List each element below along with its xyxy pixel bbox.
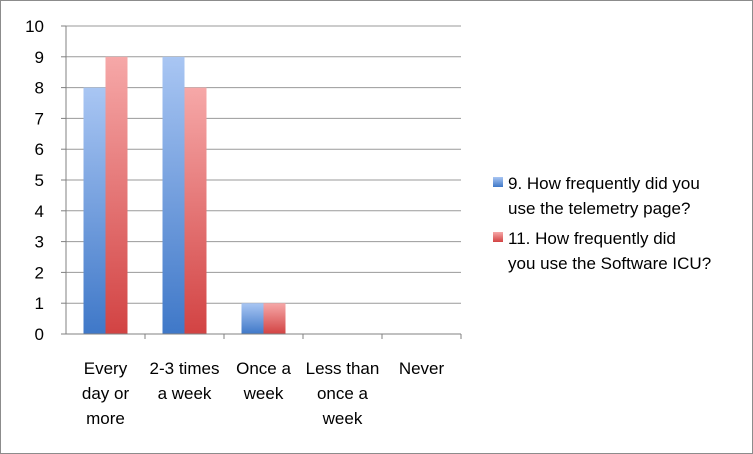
bar-series-2-cat-3 — [263, 303, 286, 334]
y-tick-label: 7 — [35, 109, 44, 128]
legend-swatch-2 — [493, 232, 503, 242]
y-tick-label: 4 — [35, 202, 44, 221]
bar-series-1-cat-1 — [83, 87, 106, 334]
y-axis-tick-labels: 0 1 2 3 4 5 6 7 8 9 10 — [25, 17, 44, 344]
x-category-label: Less than once a week — [306, 359, 380, 428]
bar-series-2-cat-2 — [184, 87, 207, 334]
grid-lines — [66, 25, 461, 304]
bar-series-1-cat-2 — [162, 56, 185, 335]
x-category-label: Never — [399, 359, 445, 378]
y-tick-label: 9 — [35, 48, 44, 67]
bars — [83, 56, 286, 335]
y-tick-label: 3 — [35, 233, 44, 252]
x-category-label: Once a week — [236, 359, 291, 403]
legend-swatch-1 — [493, 177, 503, 187]
legend-label-2: 11. How frequently did you use the Softwa… — [508, 229, 711, 273]
axes — [61, 25, 462, 339]
legend: 9. How frequently did you use the telemet… — [493, 174, 711, 273]
bar-series-1-cat-3 — [241, 303, 264, 334]
y-tick-label: 5 — [35, 171, 44, 190]
legend-label-1: 9. How frequently did you use the telemet… — [508, 174, 700, 218]
bar-series-2-cat-1 — [105, 56, 128, 335]
y-tick-label: 10 — [25, 17, 44, 36]
y-tick-label: 1 — [35, 294, 44, 313]
y-tick-label: 6 — [35, 140, 44, 159]
y-tick-label: 2 — [35, 263, 44, 282]
y-tick-label: 0 — [35, 325, 44, 344]
x-category-label: 2-3 times a week — [150, 359, 220, 403]
x-axis-category-labels: Every day or more 2-3 times a week Once a week… — [82, 359, 445, 428]
y-tick-label: 8 — [35, 79, 44, 98]
x-category-label: Every day or more — [82, 359, 130, 428]
